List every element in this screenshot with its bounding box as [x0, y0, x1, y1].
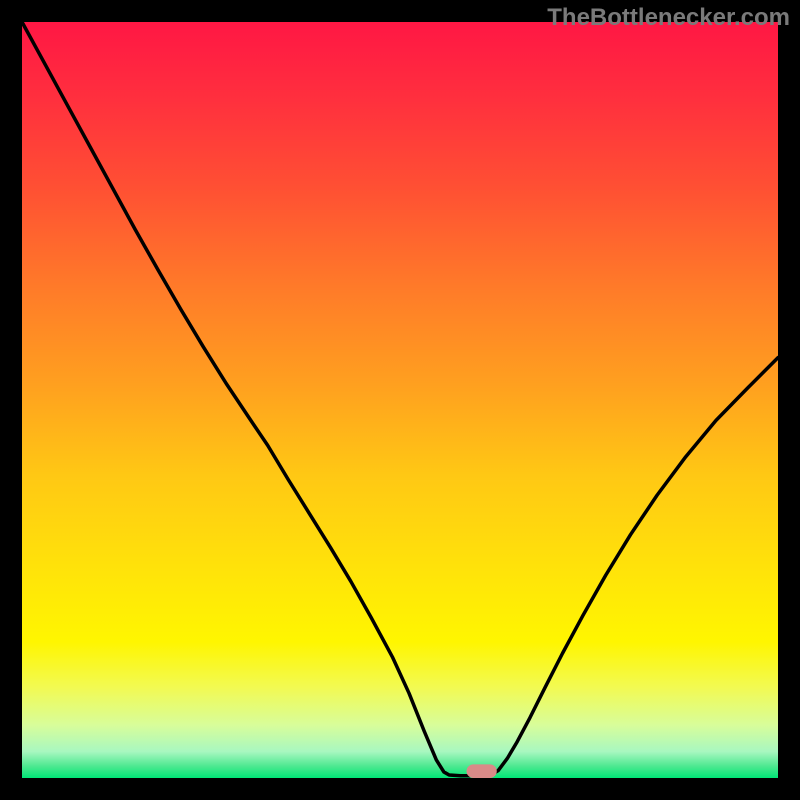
watermark-text: TheBottlenecker.com — [547, 4, 790, 32]
minimum-marker — [467, 764, 497, 778]
plot-background — [22, 22, 778, 778]
chart-frame: TheBottlenecker.com — [0, 0, 800, 800]
chart-svg — [0, 0, 800, 800]
